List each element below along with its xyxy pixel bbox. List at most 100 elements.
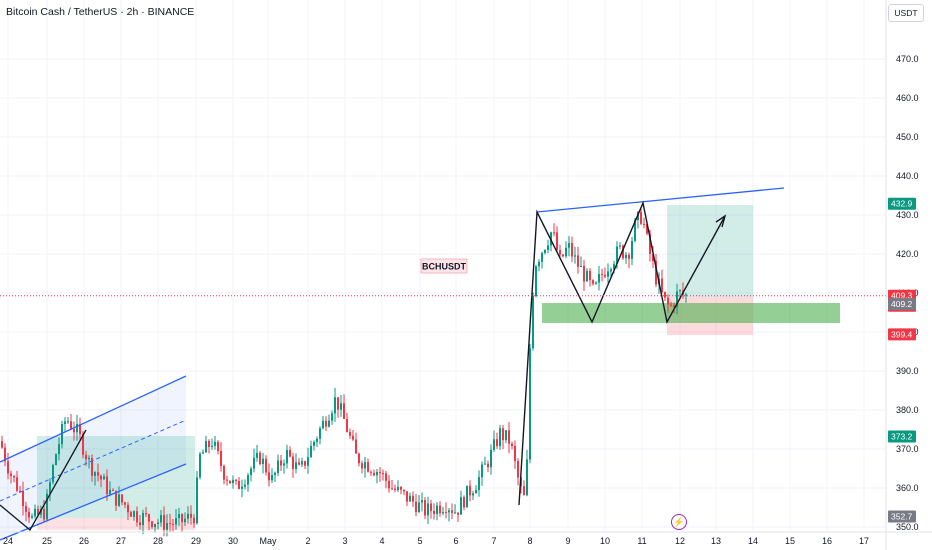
- candle-body: [91, 457, 93, 476]
- candle-body: [28, 511, 30, 518]
- candle-body: [595, 282, 597, 284]
- candle-body: [601, 273, 603, 275]
- candle-body: [202, 452, 204, 454]
- candle-body: [604, 274, 606, 277]
- candle-body: [685, 294, 687, 296]
- candle-body: [199, 453, 201, 478]
- candle-body: [277, 460, 279, 473]
- candle-body: [7, 461, 9, 474]
- price-tick-label: 440.0: [896, 171, 919, 181]
- candle-body: [538, 261, 540, 267]
- time-tick-label: 3: [342, 536, 347, 546]
- candle-body: [451, 510, 453, 513]
- candle-body: [670, 304, 672, 306]
- candle-body: [115, 490, 117, 506]
- symbol-label-text: BCHUSDT: [422, 262, 467, 272]
- time-tick-label: 2: [305, 536, 310, 546]
- candle-body: [19, 490, 21, 492]
- candle-body: [220, 451, 222, 467]
- candle-body: [49, 482, 51, 494]
- lightning-icon[interactable]: ⚡: [671, 514, 687, 530]
- candle-body: [211, 445, 213, 448]
- candle-body: [31, 516, 33, 518]
- candle-body: [349, 432, 351, 436]
- candle-body: [391, 488, 393, 490]
- candle-body: [247, 475, 249, 485]
- time-tick-label: 8: [527, 536, 532, 546]
- candle-body: [256, 452, 258, 458]
- time-tick-label: 15: [785, 536, 795, 546]
- time-tick-label: 16: [822, 536, 832, 546]
- candle-body: [259, 452, 261, 465]
- candle-body: [583, 265, 585, 282]
- candle-body: [415, 501, 417, 513]
- candle-body: [625, 254, 627, 259]
- currency-selector[interactable]: USDT: [888, 4, 924, 22]
- price-tag-box: [888, 430, 916, 443]
- candle-body: [325, 420, 327, 427]
- candle-body: [346, 418, 348, 433]
- candle-body: [4, 447, 6, 462]
- candle-body: [151, 521, 153, 528]
- candle-body: [307, 457, 309, 466]
- candle-body: [217, 441, 219, 452]
- time-tick-label: 6: [453, 536, 458, 546]
- candle-body: [409, 495, 411, 502]
- time-tick-label: 5: [417, 536, 422, 546]
- time-tick-label: 29: [191, 536, 201, 546]
- candle-body: [646, 224, 648, 234]
- candle-body: [403, 489, 405, 492]
- candle-body: [172, 523, 174, 525]
- candle-body: [514, 445, 516, 462]
- candle-body: [559, 250, 561, 255]
- candle-body: [433, 510, 435, 515]
- price-axis[interactable]: 350.0360.0370.0380.0390.0400.0410.0420.0…: [885, 0, 919, 550]
- price-tick-label: 390.0: [896, 366, 919, 376]
- candle-body: [478, 477, 480, 490]
- candle-body: [631, 240, 633, 259]
- channel-mid-line: [0, 419, 187, 502]
- candle-body: [22, 490, 24, 507]
- candle-body: [58, 444, 60, 455]
- candle-body: [472, 493, 474, 496]
- candle-body: [331, 413, 333, 421]
- candle-body: [466, 485, 468, 508]
- candle-body: [568, 243, 570, 248]
- candle-body: [502, 428, 504, 441]
- price-tick-label: 360.0: [896, 483, 919, 493]
- time-axis[interactable]: 24 25 26 27 28 29 30 May 2 3 4 5 6 7 8 9 10 11 12 13 14 15 16 1…: [0, 531, 932, 546]
- candle-body: [607, 271, 609, 277]
- price-tick-label: 350.0: [896, 522, 919, 532]
- candle-body: [448, 510, 450, 513]
- candle-body: [70, 421, 72, 429]
- candle-body: [382, 473, 384, 475]
- candle-body: [400, 486, 402, 490]
- time-tick-label: 9: [565, 536, 570, 546]
- candle-body: [85, 454, 87, 460]
- candle-body: [442, 511, 444, 514]
- candle-body: [505, 430, 507, 441]
- candle-body: [406, 491, 408, 502]
- candle-body: [367, 462, 369, 472]
- candle-body: [418, 502, 420, 513]
- candle-body: [97, 472, 99, 476]
- time-tick-label: 25: [42, 536, 52, 546]
- candle-body: [76, 423, 78, 433]
- price-tick-label: 470.0: [896, 54, 919, 64]
- candle-body: [457, 512, 459, 515]
- candle-body: [580, 265, 582, 267]
- candle-body: [184, 518, 186, 523]
- candle-body: [616, 246, 618, 264]
- candle-body: [196, 477, 198, 524]
- price-tag-box: [888, 328, 916, 341]
- symbol-label-box: [420, 258, 468, 274]
- candle-body: [379, 471, 381, 474]
- candle-body: [484, 463, 486, 465]
- candle-body: [499, 428, 501, 447]
- time-tick-label: 14: [748, 536, 758, 546]
- candle-body: [25, 506, 27, 512]
- candle-body: [355, 439, 357, 454]
- candle-body: [661, 278, 663, 292]
- candle-body: [592, 280, 594, 284]
